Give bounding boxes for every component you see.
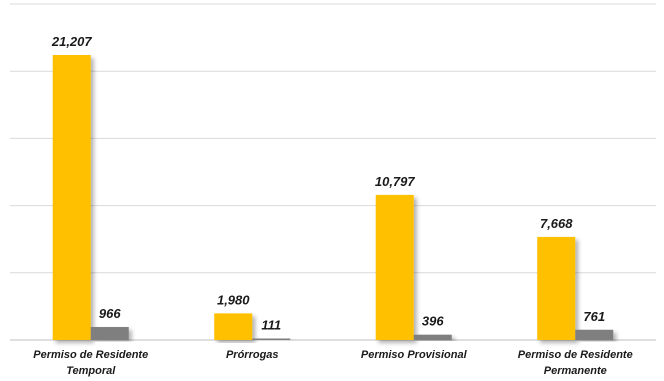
category-label-4: Permiso de Residente Permanente: [518, 349, 633, 377]
data-label-series-1-1: 21,207: [51, 34, 93, 49]
bar-series-2-2: [252, 338, 291, 340]
bar-series-1-2: [214, 313, 253, 340]
data-label-series-2-1: 966: [99, 306, 121, 321]
data-label-series-1-2: 1,980: [217, 292, 250, 307]
data-label-series-1-3: 10,797: [375, 174, 416, 189]
data-label-series-2-3: 396: [422, 314, 444, 329]
bar-series-2-3: [413, 334, 452, 340]
bar-series-2-4: [575, 329, 614, 340]
bar-series-1-1: [52, 54, 91, 341]
bars-group: [52, 54, 614, 341]
category-label-1: Permiso de Residente Temporal: [33, 349, 148, 377]
bar-series-2-1: [90, 327, 129, 340]
category-labels-group: Permiso de Residente Temporal Prórrogas Per…: [33, 349, 632, 377]
data-label-series-2-4: 761: [583, 309, 605, 324]
data-label-series-2-2: 111: [261, 318, 281, 333]
data-label-series-1-4: 7,668: [540, 216, 573, 231]
bar-series-1-3: [375, 194, 414, 340]
bar-series-1-4: [537, 236, 576, 340]
category-label-2: Prórrogas: [226, 349, 279, 361]
value-labels-group: 21,207 966 1,980 111 10,797 396 7,668 761: [51, 34, 605, 333]
category-label-3: Permiso Provisional: [361, 349, 468, 361]
